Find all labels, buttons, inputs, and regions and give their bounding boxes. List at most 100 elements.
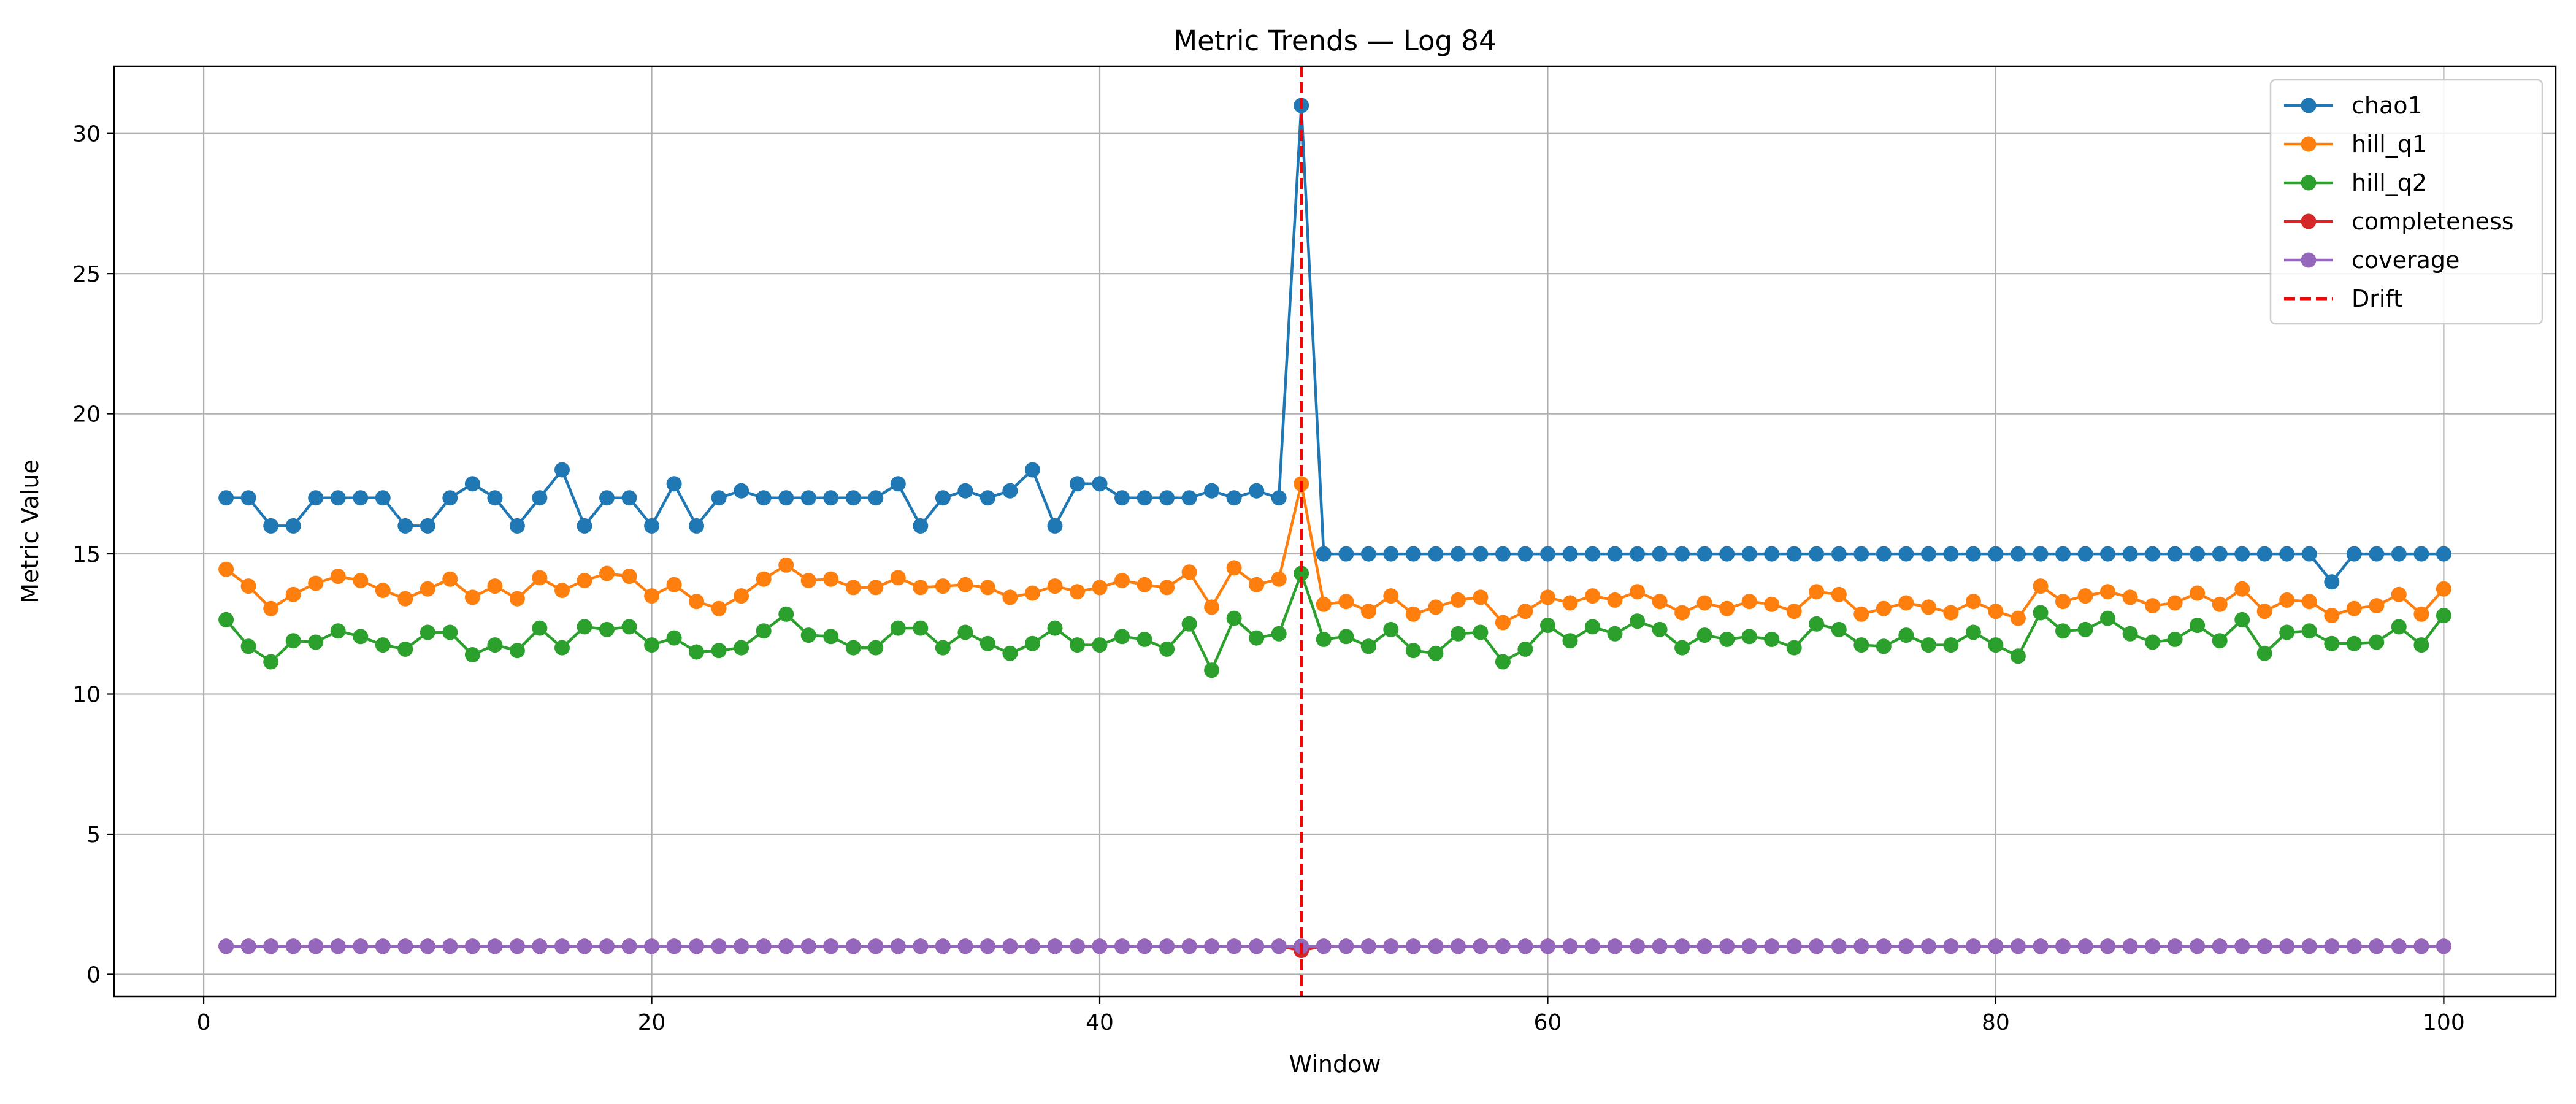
data-point-coverage bbox=[845, 938, 861, 954]
data-point-hill_q1 bbox=[2369, 598, 2385, 614]
data-point-chao1 bbox=[2010, 546, 2026, 562]
data-point-coverage bbox=[621, 938, 637, 954]
data-point-hill_q1 bbox=[2010, 610, 2026, 626]
data-point-hill_q2 bbox=[913, 620, 929, 636]
data-point-hill_q2 bbox=[1674, 640, 1690, 656]
data-point-chao1 bbox=[890, 476, 906, 492]
data-point-hill_q2 bbox=[2256, 645, 2272, 661]
data-point-hill_q2 bbox=[2346, 635, 2362, 651]
data-point-coverage bbox=[1092, 938, 1108, 954]
data-point-hill_q2 bbox=[577, 619, 592, 635]
data-point-hill_q2 bbox=[330, 623, 346, 639]
data-point-hill_q1 bbox=[689, 594, 705, 610]
data-point-chao1 bbox=[734, 483, 749, 499]
data-point-hill_q1 bbox=[464, 589, 480, 605]
data-point-coverage bbox=[1024, 938, 1040, 954]
legend-swatch-marker bbox=[2301, 98, 2317, 113]
data-point-chao1 bbox=[689, 518, 705, 534]
data-point-hill_q2 bbox=[1562, 633, 1578, 649]
data-point-hill_q2 bbox=[1943, 637, 1959, 653]
data-point-coverage bbox=[509, 938, 525, 954]
data-point-coverage bbox=[487, 938, 503, 954]
data-point-chao1 bbox=[2413, 546, 2429, 562]
legend-label: hill_q1 bbox=[2352, 131, 2427, 158]
y-tick-label: 0 bbox=[86, 962, 101, 987]
y-tick-label: 10 bbox=[72, 683, 101, 708]
data-point-coverage bbox=[1226, 938, 1242, 954]
legend-swatch-marker bbox=[2301, 136, 2317, 152]
data-point-hill_q1 bbox=[1428, 599, 1444, 615]
data-point-hill_q1 bbox=[1876, 600, 1892, 616]
data-point-hill_q1 bbox=[756, 571, 772, 587]
data-point-coverage bbox=[2301, 938, 2317, 954]
data-point-chao1 bbox=[1630, 546, 1646, 562]
data-point-hill_q1 bbox=[2413, 606, 2429, 622]
data-point-hill_q2 bbox=[845, 640, 861, 656]
data-point-hill_q1 bbox=[621, 569, 637, 585]
data-point-coverage bbox=[1585, 938, 1600, 954]
data-point-hill_q2 bbox=[1159, 641, 1175, 657]
data-point-chao1 bbox=[1517, 546, 1533, 562]
data-point-hill_q2 bbox=[1338, 629, 1354, 645]
data-point-chao1 bbox=[800, 490, 816, 506]
data-point-hill_q2 bbox=[240, 638, 256, 654]
data-point-hill_q2 bbox=[1809, 616, 1825, 632]
data-point-coverage bbox=[2077, 938, 2093, 954]
data-point-hill_q2 bbox=[689, 644, 705, 660]
data-point-hill_q1 bbox=[1159, 580, 1175, 596]
data-point-hill_q2 bbox=[1092, 637, 1108, 653]
data-point-hill_q2 bbox=[2100, 610, 2115, 626]
data-point-chao1 bbox=[1585, 546, 1600, 562]
data-point-hill_q2 bbox=[1316, 631, 1332, 647]
data-point-chao1 bbox=[621, 490, 637, 506]
data-point-hill_q2 bbox=[868, 640, 884, 656]
data-point-coverage bbox=[778, 938, 794, 954]
data-point-chao1 bbox=[756, 490, 772, 506]
data-point-hill_q1 bbox=[1764, 596, 1780, 612]
data-point-coverage bbox=[2436, 938, 2451, 954]
data-point-chao1 bbox=[1898, 546, 1914, 562]
data-point-hill_q1 bbox=[913, 580, 929, 596]
data-point-hill_q2 bbox=[711, 643, 727, 659]
data-point-hill_q2 bbox=[263, 654, 279, 670]
data-point-chao1 bbox=[1741, 546, 1757, 562]
data-point-chao1 bbox=[509, 518, 525, 534]
data-point-coverage bbox=[263, 938, 279, 954]
data-point-hill_q1 bbox=[1741, 594, 1757, 610]
data-point-hill_q2 bbox=[823, 629, 839, 645]
data-point-hill_q1 bbox=[935, 578, 951, 594]
data-point-coverage bbox=[734, 938, 749, 954]
data-point-hill_q1 bbox=[2167, 595, 2183, 611]
series-hill_q2 bbox=[218, 565, 2451, 678]
legend-label: hill_q2 bbox=[2352, 169, 2427, 196]
data-point-hill_q1 bbox=[2190, 585, 2206, 601]
data-point-hill_q1 bbox=[1853, 606, 1869, 622]
data-point-hill_q1 bbox=[2033, 578, 2049, 594]
data-point-chao1 bbox=[1920, 546, 1936, 562]
data-point-hill_q1 bbox=[375, 583, 391, 598]
data-point-coverage bbox=[420, 938, 435, 954]
data-point-hill_q1 bbox=[285, 586, 301, 602]
legend: chao1 hill_q1 hill_q2 completeness coverage D… bbox=[2269, 79, 2543, 325]
data-point-hill_q2 bbox=[666, 630, 682, 646]
data-point-hill_q1 bbox=[1630, 584, 1646, 600]
data-point-coverage bbox=[285, 938, 301, 954]
data-point-hill_q1 bbox=[1316, 596, 1332, 612]
y-tick-label: 20 bbox=[72, 402, 101, 427]
data-point-hill_q1 bbox=[1114, 573, 1130, 588]
legend-swatch-marker bbox=[2301, 252, 2317, 268]
data-point-hill_q1 bbox=[1965, 594, 1981, 610]
data-point-hill_q1 bbox=[2100, 584, 2115, 600]
data-point-chao1 bbox=[464, 476, 480, 492]
data-point-coverage bbox=[554, 938, 570, 954]
data-point-chao1 bbox=[2145, 546, 2161, 562]
data-point-hill_q2 bbox=[2369, 634, 2385, 650]
data-point-hill_q2 bbox=[935, 640, 951, 656]
data-point-coverage bbox=[1517, 938, 1533, 954]
data-point-chao1 bbox=[1024, 462, 1040, 478]
data-point-coverage bbox=[1114, 938, 1130, 954]
data-point-hill_q1 bbox=[1607, 592, 1623, 608]
data-point-hill_q1 bbox=[1226, 560, 1242, 576]
data-point-hill_q1 bbox=[442, 571, 458, 587]
